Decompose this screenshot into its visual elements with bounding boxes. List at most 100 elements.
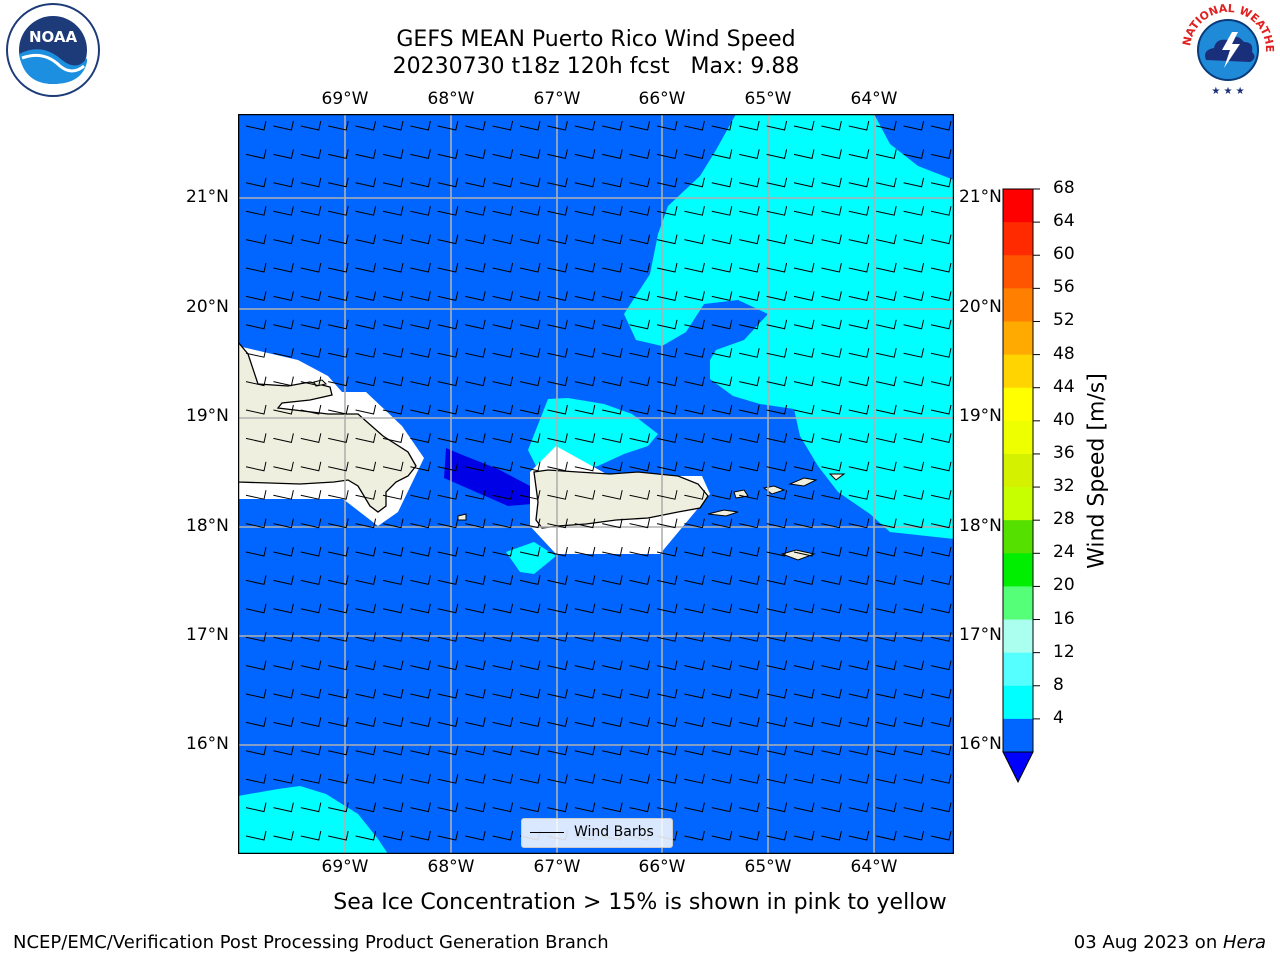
wind-barb xyxy=(793,234,815,245)
wind-barb xyxy=(465,830,486,841)
lat-label-right: 19°N xyxy=(959,406,1002,426)
wind-barb xyxy=(739,575,760,585)
wind-barb xyxy=(382,830,404,841)
wind-barb xyxy=(574,120,596,131)
colorbar-segment xyxy=(1003,553,1033,587)
wind-barb xyxy=(711,149,733,159)
wind-barb xyxy=(300,745,322,756)
wind-barb xyxy=(574,546,596,557)
wind-barb xyxy=(382,774,404,784)
colorbar-segment xyxy=(1003,652,1033,687)
wind-barb xyxy=(766,262,788,273)
lon-label-top: 69°W xyxy=(321,89,369,109)
wind-barb xyxy=(656,291,678,301)
wind-barb xyxy=(793,660,815,671)
wind-barb xyxy=(602,177,623,188)
wind-barb xyxy=(739,376,760,387)
wind-barb xyxy=(903,262,925,273)
wind-barb xyxy=(273,632,294,642)
wind-barb xyxy=(711,546,733,557)
wind-barb xyxy=(602,603,623,614)
wind-barb xyxy=(793,376,815,387)
wind-barb xyxy=(629,177,651,188)
wind-barb xyxy=(273,234,294,245)
wind-barb xyxy=(711,404,733,415)
wind-barb xyxy=(848,830,870,841)
wind-barb xyxy=(848,546,870,557)
wind-barb xyxy=(519,575,541,585)
wind-barb xyxy=(766,120,788,131)
wind-barb xyxy=(602,206,623,216)
wind-barb xyxy=(848,234,870,245)
wind-barb xyxy=(821,546,842,557)
wind-barb xyxy=(821,234,842,245)
wind-barb xyxy=(602,518,623,529)
wind-barb xyxy=(492,717,514,727)
wind-barb xyxy=(656,632,678,642)
wind-barb xyxy=(793,348,815,358)
wind-barb xyxy=(821,262,842,273)
wind-region-cyan-sw xyxy=(506,542,556,574)
wind-barb xyxy=(492,632,514,642)
wind-barb xyxy=(382,518,404,529)
lon-label-bottom: 66°W xyxy=(638,857,686,877)
wind-barb xyxy=(437,348,459,358)
wind-barb xyxy=(273,575,294,585)
wind-barb xyxy=(547,745,568,756)
wind-barb xyxy=(793,433,815,443)
wind-barb xyxy=(739,830,760,841)
colorbar-segment xyxy=(1003,718,1033,753)
wind-barb xyxy=(355,717,377,727)
wind-barb xyxy=(793,717,815,727)
wind-barb xyxy=(684,262,705,273)
wind-barb xyxy=(629,461,651,472)
colorbar-tick-label: 48 xyxy=(1053,343,1075,364)
wind-barb xyxy=(739,745,760,756)
wind-barb xyxy=(410,149,431,159)
wind-barb xyxy=(300,348,322,358)
wind-barb xyxy=(903,632,925,642)
wind-barb xyxy=(410,546,431,557)
wind-barb xyxy=(328,461,349,472)
wind-barb xyxy=(245,262,267,273)
wind-barb xyxy=(547,120,568,131)
wind-barb xyxy=(766,774,788,784)
wind-barb xyxy=(629,234,651,245)
wind-barb xyxy=(300,603,322,614)
wind-barb xyxy=(300,688,322,699)
wind-barb xyxy=(574,206,596,216)
colorbar-label: Wind Speed [m/s] xyxy=(1084,373,1110,569)
wind-barb xyxy=(821,745,842,756)
wind-barb xyxy=(382,717,404,727)
wind-barb xyxy=(876,291,897,301)
wind-barb xyxy=(766,348,788,358)
wind-barb xyxy=(656,404,678,415)
wind-barb xyxy=(629,575,651,585)
wind-barb xyxy=(437,149,459,159)
wind-barb xyxy=(821,149,842,159)
wind-barb xyxy=(876,745,897,756)
wind-barb xyxy=(437,120,459,131)
wind-barb xyxy=(656,603,678,614)
wind-barb xyxy=(519,234,541,245)
wind-barb xyxy=(876,688,897,699)
wind-barb xyxy=(876,603,897,614)
wind-barb xyxy=(519,348,541,358)
wind-barb xyxy=(300,632,322,642)
wind-barb xyxy=(711,348,733,358)
wind-barb xyxy=(629,319,651,330)
wind-barb xyxy=(876,518,897,529)
wind-barb xyxy=(547,490,568,500)
wind-barb xyxy=(903,546,925,557)
wind-barb xyxy=(245,461,267,472)
wind-barb xyxy=(519,774,541,784)
wind-barb xyxy=(876,717,897,727)
wind-barb xyxy=(519,206,541,216)
wind-barb xyxy=(739,234,760,245)
wind-barb xyxy=(437,830,459,841)
wind-barb xyxy=(382,688,404,699)
wind-barb xyxy=(300,262,322,273)
wind-barb xyxy=(930,433,952,443)
wind-barb xyxy=(766,490,788,500)
wind-barb xyxy=(547,291,568,301)
